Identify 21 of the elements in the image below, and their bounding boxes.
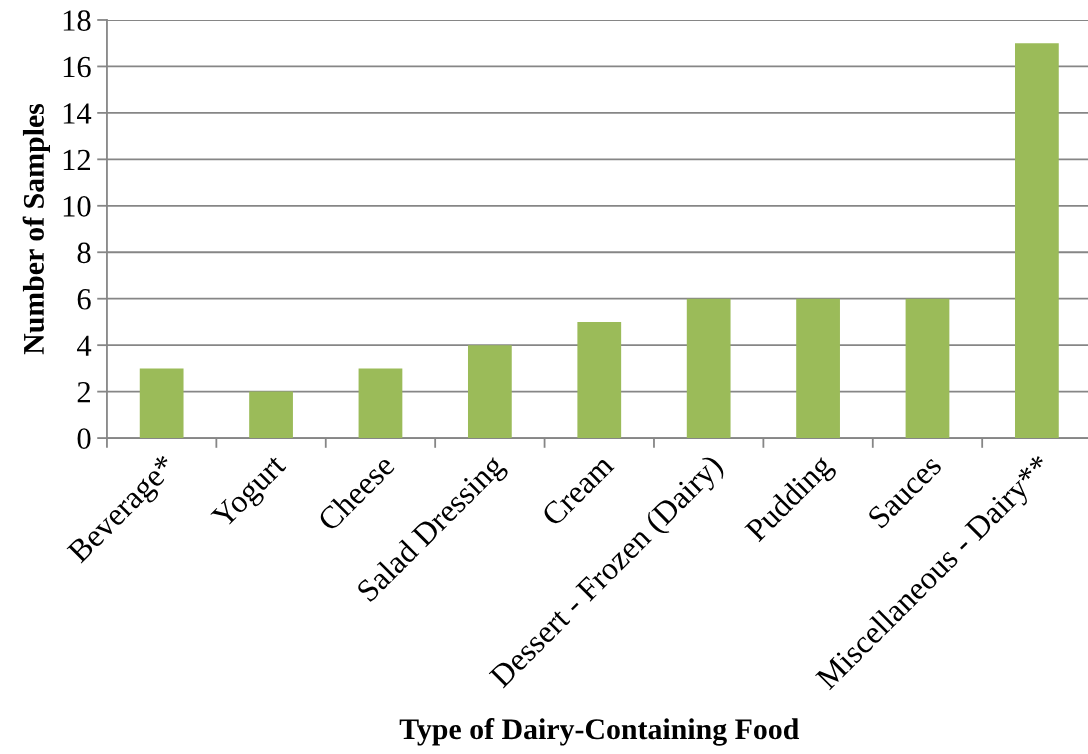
y-tick-label: 2: [77, 381, 90, 403]
y-tick-label: 8: [77, 242, 91, 264]
y-tick-label: 16: [63, 56, 91, 78]
bar: [1015, 43, 1059, 439]
y-tick-label: 14: [63, 103, 92, 124]
bar: [467, 345, 512, 439]
x-axis-title: Type of Dairy-Containing Food: [399, 718, 799, 746]
y-tick-label: 4: [76, 335, 92, 356]
bar: [686, 298, 731, 439]
y-tick-label: 6: [77, 289, 91, 310]
y-tick-label: 18: [63, 10, 91, 31]
y-tick-label: 12: [63, 149, 90, 170]
y-tick-label: 10: [63, 196, 91, 217]
bar: [139, 368, 184, 439]
bar: [796, 298, 840, 439]
bar: [249, 391, 293, 439]
bar: [358, 368, 403, 439]
bar: [905, 298, 950, 439]
y-axis-title: Number of Samples: [22, 103, 51, 355]
y-tick-label: 0: [77, 428, 91, 449]
bar: [577, 321, 622, 439]
